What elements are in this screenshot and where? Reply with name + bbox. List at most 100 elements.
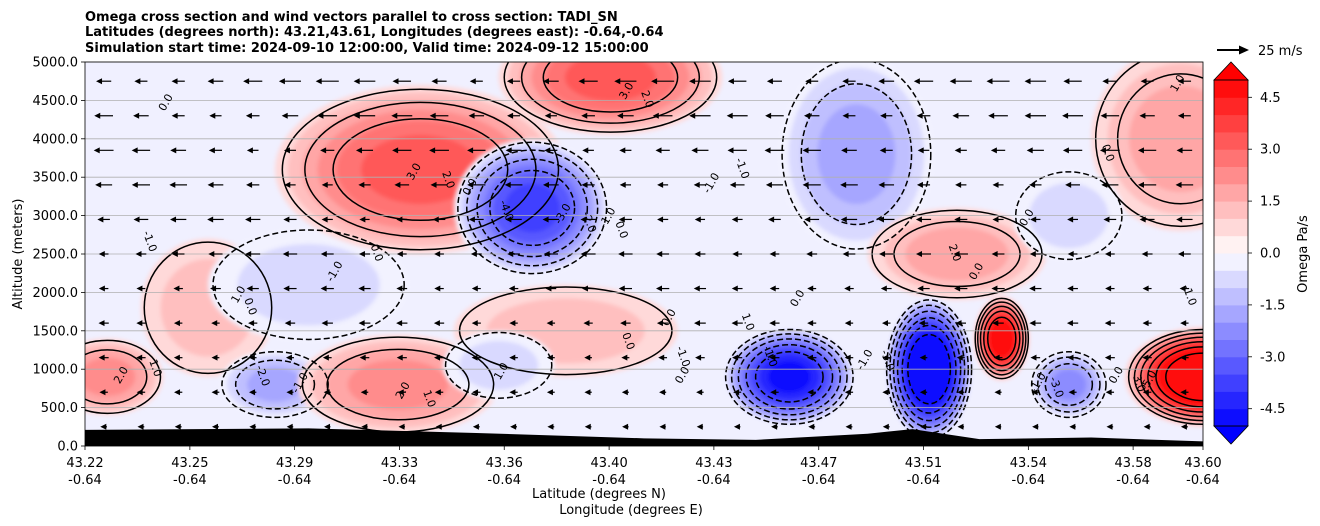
wind-vector-head [1139,112,1146,119]
colorbar-segment [1214,114,1248,133]
wind-vector-head [953,251,960,257]
chart-title-line-3: Simulation start time: 2024-09-10 12:00:… [85,41,649,56]
wind-vector-head [770,389,777,396]
wind-vector-head [431,78,438,85]
wind-vector-head [207,78,214,85]
wind-vector-head [1177,251,1184,257]
wind-vector-head [920,423,927,430]
wind-vector-head [1104,320,1111,327]
x-tick-label-longitude: -0.64 [802,473,836,488]
x-tick-label-longitude: -0.64 [1186,473,1220,488]
wind-vector-head [1176,216,1183,223]
wind-vector-head [509,389,516,396]
wind-vector-head [919,354,926,361]
negative-contour [781,62,932,250]
colorbar-label: Omega Pa/s [1296,215,1311,293]
wind-vector-head [584,354,591,361]
wind-vector-head [284,320,291,327]
wind-vector-head [1101,181,1108,188]
negative-contour [737,338,842,416]
wind-vector-head [355,147,362,154]
wind-vector-head [915,216,922,223]
wind-vector-head [991,285,998,292]
y-tick-label: 0.0 [57,440,78,455]
wind-vector-head [882,354,889,361]
positive-contour [326,348,470,421]
wind-vector-head [137,423,144,430]
colorbar-segment [1214,201,1248,219]
wind-vector-head [546,320,553,327]
wind-vector-head [1179,285,1186,292]
contour-label: 0.0 [368,242,386,263]
colorbar-segment [1214,80,1248,98]
negative-contour [754,351,824,403]
wind-vector-head [508,285,515,292]
wind-vector-head [618,216,625,223]
x-tick-label-latitude: 43.43 [695,456,732,471]
wind-vector-head [545,285,552,292]
wind-vector-head [173,320,180,327]
negative-contour [1030,350,1107,419]
wind-vector-head [434,389,441,396]
wind-vector-head [1099,147,1106,154]
wind-vector-head [93,147,100,154]
wind-vector-head [954,285,961,292]
wind-vector-head [1142,354,1149,361]
contour-label: 3.0 [1130,373,1148,394]
wind-vector-head [808,423,815,430]
wind-vector-head [209,112,216,119]
colorbar-segment [1214,166,1248,185]
wind-vector-head [173,285,180,292]
x-tick-label-latitude: 43.54 [1010,456,1047,471]
wind-vector-head [1067,216,1074,223]
wind-vector-head [658,354,665,361]
wind-vector-head [136,389,143,396]
wind-vector-head [731,216,738,223]
colorbar-extend-bottom [1213,425,1249,445]
wind-vector-head [620,320,627,327]
wind-vector-head [246,285,253,292]
positive-contour [1165,352,1203,402]
omega-level-fill [817,104,896,205]
positive-contour [332,118,509,222]
wind-vector-head [1030,216,1037,223]
negative-contour [221,350,329,419]
wind-vector-head [956,354,963,361]
wind-vector-head [1029,320,1036,327]
wind-vector-head [509,320,516,327]
wind-vector-head [957,389,964,396]
colorbar: -4.5 -3.0 -1.5 0.0 1.5 3.0 4.5 [1213,61,1285,445]
wind-vector-head [131,147,138,154]
wind-vector-head [99,389,106,396]
wind-vector-head [578,78,585,85]
wind-vector-head [281,112,288,119]
x-tick-label-latitude: 43.29 [276,456,313,471]
omega-field [85,62,1203,443]
wind-vector-head [248,354,255,361]
positive-contour [503,62,718,133]
wind-vector-head [170,147,177,154]
wind-vector-head [882,423,889,430]
colorbar-tick-label: 0.0 [1260,247,1281,262]
wind-vector-head [278,78,285,85]
wind-vector-head [845,423,852,430]
wind-vector-head [134,78,141,85]
wind-vector-head [469,78,476,85]
omega-cell [973,296,1030,381]
wind-vector-head [764,147,771,154]
wind-vector-head [170,216,177,223]
y-axis: 0.0 500.0 1000.0 1500.0 2000.0 2500.0 3000.0 35… [33,56,85,455]
wind-vector-head [990,147,997,154]
wind-vector-head [732,354,739,361]
wind-vector-head [619,147,626,154]
wind-vector-head [320,251,327,257]
wind-vector-head [283,285,290,292]
x-axis-label-latitude: Latitude (degrees N) [532,487,666,502]
wind-vector-head [1137,181,1144,188]
wind-vector-head [507,112,514,119]
wind-vector-head [542,78,549,85]
wind-vector-head [98,354,105,361]
colorbar-segment [1214,374,1248,392]
colorbar-tick-label: -1.5 [1260,298,1285,313]
wind-vector-head [957,423,964,430]
